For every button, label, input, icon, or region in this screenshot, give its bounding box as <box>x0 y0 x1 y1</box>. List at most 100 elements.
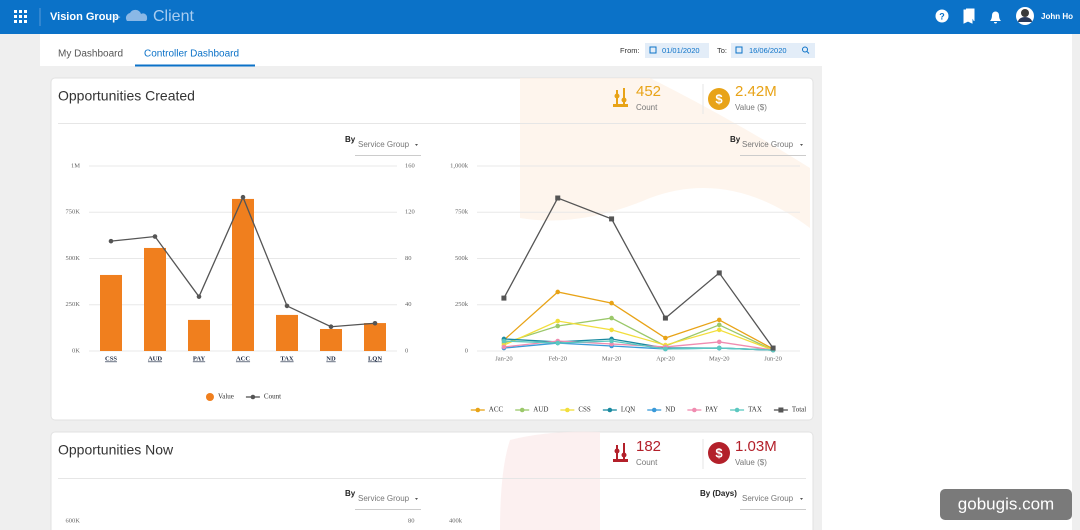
legend-label: ACC <box>489 406 504 414</box>
legend-swatch <box>651 407 657 413</box>
header-bar <box>0 0 1080 34</box>
point <box>609 327 614 333</box>
y-tick-label: 750k <box>455 209 469 216</box>
legend-label: AUD <box>533 406 548 414</box>
kpi-value: 1.03M <box>735 438 777 455</box>
point <box>284 303 290 309</box>
point <box>108 238 114 244</box>
y-tick-label: 500K <box>66 255 81 262</box>
y-tick-label: 250k <box>455 301 469 308</box>
search-handle <box>806 51 810 54</box>
legend-swatch <box>565 407 570 413</box>
legend-item: CSS <box>560 406 591 414</box>
bar <box>144 247 166 351</box>
tab-active[interactable]: Controller Dashboard <box>144 49 239 60</box>
point <box>663 335 668 341</box>
tab[interactable]: My Dashboard <box>58 49 123 60</box>
cloud-icon <box>125 9 148 21</box>
point <box>501 295 507 301</box>
calendar-icon <box>735 46 743 54</box>
card-decoration <box>500 431 600 530</box>
point <box>609 300 614 306</box>
y-tick-label: 0 <box>465 347 468 354</box>
book-icon[interactable] <box>963 8 975 24</box>
avatar-head <box>1021 9 1029 17</box>
x-tick-label: Jun-20 <box>764 355 782 362</box>
bell-icon[interactable] <box>990 11 1001 24</box>
help-glyph: ? <box>939 11 945 21</box>
x-tick-label: CSS <box>105 355 117 362</box>
kpi-label: Count <box>636 458 658 467</box>
y2-tick-label: 0 <box>405 347 408 354</box>
point <box>716 317 722 323</box>
help-icon[interactable] <box>935 9 949 23</box>
client-name: Client <box>153 8 194 25</box>
point <box>555 195 561 201</box>
legend-label: PAY <box>705 406 718 414</box>
to-date-box[interactable] <box>731 43 815 58</box>
to-date[interactable]: 16/06/2020 <box>749 46 787 55</box>
bar <box>320 328 342 351</box>
dollar-icon <box>708 442 730 464</box>
kpi-value: 452 <box>636 83 661 100</box>
user-name[interactable]: John Ho <box>1041 12 1073 21</box>
caret <box>415 498 418 500</box>
legend-label: Count <box>264 393 281 401</box>
y-tick-label: 750K <box>66 209 81 216</box>
search-icon[interactable] <box>802 46 808 53</box>
selector-value[interactable]: Service Group <box>742 140 794 149</box>
x-tick-label: ACC <box>236 355 250 362</box>
bar <box>100 274 122 351</box>
selector-label: By (Days) <box>700 489 737 498</box>
point <box>663 346 668 352</box>
charts: 0K 250K 500K 750K 1M 0 40 80 120 160 CSS AUD PAY ACC T… <box>66 162 807 413</box>
y2-tick-label: 40 <box>405 301 412 308</box>
y-tick-label: 400k <box>449 517 463 524</box>
app-name[interactable]: Vision Group <box>50 11 119 23</box>
point <box>609 315 614 321</box>
count-icon <box>613 88 628 107</box>
y2-tick-label: 120 <box>405 209 415 216</box>
y2-tick-label: 80 <box>405 255 412 262</box>
watermark-box <box>940 489 1072 520</box>
from-date-box[interactable] <box>645 43 709 58</box>
point <box>716 322 722 328</box>
point <box>152 234 158 239</box>
legend-label: ND <box>665 406 675 414</box>
kpi-label: Value ($) <box>735 103 767 112</box>
legend-item: ND <box>647 406 675 414</box>
to-label: To: <box>717 46 727 55</box>
y2-tick-label: 80 <box>408 517 415 524</box>
y-tick-label: 250K <box>66 301 81 308</box>
point <box>555 318 561 324</box>
legend-swatch <box>250 394 256 400</box>
selector-value[interactable]: Service Group <box>358 494 410 503</box>
card-decoration <box>520 78 810 228</box>
legend-swatch <box>607 407 613 413</box>
x-tick-label: AUD <box>148 355 162 362</box>
point <box>555 340 561 346</box>
selector-value[interactable]: Service Group <box>358 140 410 149</box>
x-tick-label: LQN <box>368 355 382 362</box>
point <box>555 289 561 295</box>
dollar-icon <box>708 88 730 110</box>
bar <box>232 198 254 351</box>
legend-swatch <box>519 407 525 413</box>
from-label: From: <box>620 46 640 55</box>
section-title: Opportunities Created <box>58 88 195 104</box>
x-tick-label: Mar-20 <box>602 355 621 362</box>
kpi-label: Count <box>636 103 658 112</box>
app-launcher[interactable] <box>14 10 27 23</box>
legend-item: PAY <box>687 406 718 414</box>
from-date[interactable]: 01/01/2020 <box>662 46 700 55</box>
point <box>328 324 334 330</box>
kpi-value: 2.42M <box>735 83 777 100</box>
legend-label: CSS <box>578 406 591 414</box>
legend-item: Total <box>773 406 806 414</box>
selector-value[interactable]: Service Group <box>742 494 794 503</box>
legend-label: TAX <box>748 406 762 414</box>
kpi-value: 182 <box>636 438 661 455</box>
x-tick-label: Jan-20 <box>495 355 512 362</box>
selector-label: By <box>345 135 356 144</box>
